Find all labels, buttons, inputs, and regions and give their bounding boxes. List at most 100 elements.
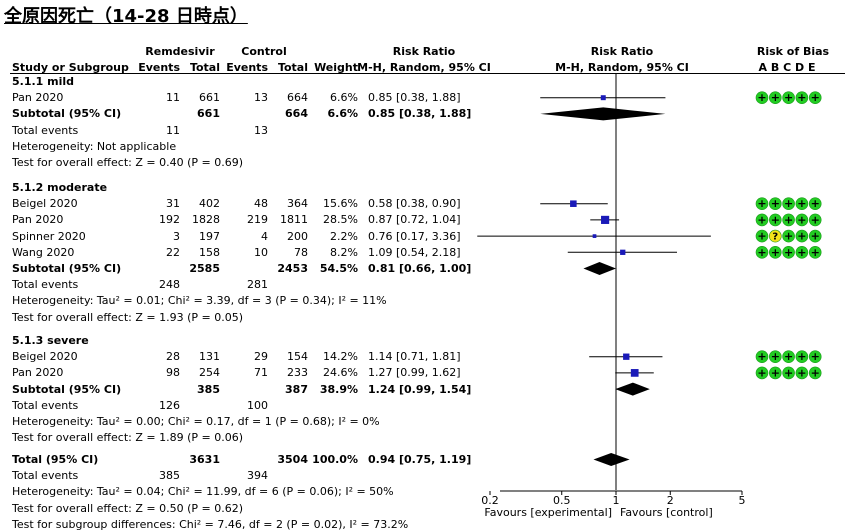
rob-low-circle	[782, 91, 795, 104]
x-tick-label: 0.2	[481, 494, 499, 507]
events-remdesivir: 3	[173, 229, 180, 243]
subtotal-diamond	[583, 262, 616, 275]
overall-effect-text: Test for overall effect: Z = 0.40 (P = 0…	[12, 156, 243, 169]
total-control: 2453	[277, 262, 308, 275]
total-diamond	[593, 453, 630, 466]
study-name: Pan 2020	[12, 213, 64, 227]
total-control: 664	[285, 107, 308, 121]
total-remdesivir: 1828	[192, 213, 220, 227]
total-remdesivir: 661	[197, 107, 220, 121]
rob-low-circle	[755, 246, 769, 259]
events-remdesivir: 385	[159, 469, 180, 483]
rob-symbol: ?	[772, 232, 778, 243]
rob-low-circle	[808, 91, 822, 104]
header-events: Events	[138, 61, 180, 74]
events-control: 100	[247, 398, 268, 412]
weight: 24.6%	[323, 366, 358, 380]
total-events-label: Total events	[12, 123, 79, 137]
weight: 2.2%	[330, 229, 358, 243]
rob-symbol: +	[771, 366, 780, 379]
rob-low-circle	[768, 350, 782, 364]
overall-effect-text: Test for overall effect: Z = 1.93 (P = 0…	[12, 310, 243, 324]
x-tick-label: 0.5	[552, 494, 571, 507]
risk-ratio-ci: 1.27 [0.99, 1.62]	[368, 366, 461, 380]
x-tick-label: 1	[612, 494, 620, 507]
risk-ratio-ci: 1.24 [0.99, 1.54]	[368, 382, 472, 396]
events-control: 13	[254, 123, 268, 137]
total-remdesivir: 661	[199, 91, 220, 105]
heterogeneity-text: Heterogeneity: Tau² = 0.04; Chi² = 11.99…	[12, 485, 394, 499]
events-remdesivir: 126	[159, 398, 180, 412]
total-remdesivir: 3631	[189, 453, 220, 466]
total-remdesivir: 385	[197, 382, 220, 396]
total-control: 364	[287, 197, 308, 211]
total-remdesivir: 254	[199, 366, 220, 380]
weight: 6.6%	[330, 91, 358, 105]
total-events-label: Total events	[12, 278, 79, 292]
overall-effect-text: Test for overall effect: Z = 0.50 (P = 0…	[12, 501, 243, 515]
rob-symbol: +	[771, 91, 780, 104]
events-control: 281	[247, 278, 268, 292]
study-point-estimate	[620, 249, 626, 255]
header-weight: Weight	[314, 61, 358, 74]
weight: 54.5%	[319, 262, 358, 275]
rob-symbol: +	[757, 213, 766, 226]
events-control: 48	[254, 197, 268, 211]
header-total: Total	[277, 61, 308, 74]
subgroup-heading: 5.1.1 mild	[12, 75, 75, 88]
rob-low-circle	[795, 350, 809, 364]
header-total: Total	[189, 61, 220, 74]
total-events-label: Total events	[12, 469, 79, 483]
rob-low-circle	[782, 366, 795, 380]
header-control: Control	[241, 45, 287, 58]
rob-low-circle	[795, 91, 809, 104]
rob-low-circle	[755, 229, 769, 243]
total-remdesivir: 131	[199, 350, 220, 364]
rob-symbol: +	[771, 246, 780, 259]
rob-low-circle	[755, 350, 769, 364]
events-remdesivir: 11	[166, 123, 180, 137]
rob-low-circle	[808, 350, 822, 364]
events-control: 71	[254, 366, 268, 380]
weight: 38.9%	[319, 382, 358, 396]
rob-symbol: +	[757, 366, 766, 379]
favours-control-label: Favours [control]	[620, 506, 713, 519]
risk-ratio-ci: 0.58 [0.38, 0.90]	[368, 197, 461, 211]
rob-unclear-circle	[768, 229, 782, 243]
rob-low-circle	[795, 213, 809, 227]
risk-ratio-ci: 0.87 [0.72, 1.04]	[368, 213, 461, 227]
total-remdesivir: 402	[199, 197, 220, 211]
events-control: 29	[254, 350, 268, 364]
rob-symbol: +	[797, 366, 806, 379]
events-remdesivir: 11	[166, 91, 180, 105]
total-control: 78	[294, 245, 308, 259]
subtotal-label: Subtotal (95% CI)	[12, 262, 122, 275]
rob-low-circle	[755, 366, 769, 380]
events-remdesivir: 248	[159, 278, 180, 292]
rob-symbol: +	[797, 213, 806, 226]
rob-symbol: +	[797, 230, 806, 243]
events-control: 13	[254, 91, 268, 105]
rob-low-circle	[808, 229, 822, 243]
rob-low-circle	[782, 350, 795, 364]
weight: 8.2%	[330, 245, 358, 259]
rob-symbol: +	[811, 213, 820, 226]
rob-low-circle	[795, 366, 809, 380]
overall-effect-text: Test for overall effect: Z = 1.89 (P = 0…	[12, 431, 243, 445]
study-name: Wang 2020	[12, 245, 75, 259]
rob-low-circle	[795, 229, 809, 243]
rob-symbol: +	[784, 246, 793, 259]
study-point-estimate	[592, 234, 597, 238]
header-events: Events	[226, 61, 268, 74]
rob-low-circle	[782, 197, 795, 210]
rob-symbol: +	[784, 213, 793, 226]
page-title: 全原因死亡（14-28 日時点）	[4, 6, 248, 27]
rob-symbol: +	[797, 246, 806, 259]
rob-low-circle	[768, 246, 782, 259]
rob-low-circle	[755, 197, 769, 210]
rob-low-circle	[768, 197, 782, 210]
rob-symbol: +	[757, 246, 766, 259]
study-name: Beigel 2020	[12, 197, 78, 211]
study-point-estimate	[570, 200, 577, 207]
header-rob-letters: A B C D E	[758, 61, 816, 74]
